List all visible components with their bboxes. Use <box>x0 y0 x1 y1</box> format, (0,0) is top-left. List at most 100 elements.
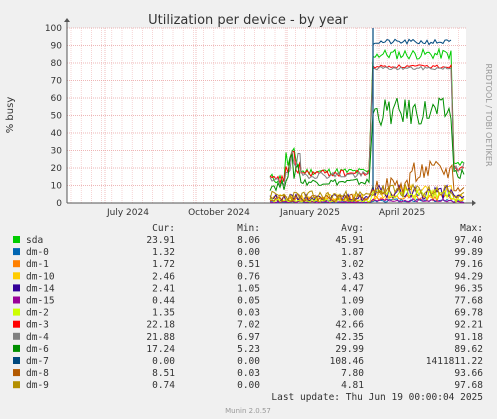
legend-swatch-dm-3 <box>13 320 20 328</box>
legend-value-avg: 108.46 <box>330 356 365 367</box>
legend-value-min: 0.00 <box>237 356 260 367</box>
y-tick-label: 60 <box>51 94 63 104</box>
legend-value-cur: 23.91 <box>146 235 175 246</box>
legend-value-max: 89.62 <box>454 344 483 355</box>
legend-series-name: dm-1 <box>26 259 49 270</box>
legend-value-max: 69.78 <box>454 308 483 319</box>
legend-swatch-dm-15 <box>13 296 20 304</box>
y-tick-label: 0 <box>56 199 62 209</box>
last-update: Last update: Thu Jun 19 00:00:04 2025 <box>271 392 483 403</box>
legend-value-avg: 29.99 <box>335 344 364 355</box>
legend-swatch-dm-14 <box>13 284 20 292</box>
legend-value-avg: 4.81 <box>341 380 364 391</box>
legend-value-max: 96.35 <box>454 283 483 294</box>
legend-series-name: dm-15 <box>26 296 55 307</box>
legend-value-avg: 3.43 <box>341 271 364 282</box>
legend-value-cur: 21.88 <box>146 332 175 343</box>
footer: Munin 2.0.57 <box>225 407 271 415</box>
y-tick-label: 20 <box>51 164 63 174</box>
legend-value-cur: 0.00 <box>152 356 175 367</box>
y-tick-label: 90 <box>51 42 63 52</box>
legend-series-name: dm-6 <box>26 344 49 355</box>
legend-value-avg: 1.09 <box>341 296 364 307</box>
legend-swatch-sda <box>13 236 20 243</box>
legend-value-min: 8.06 <box>237 235 260 246</box>
series-line-dm-7 <box>372 38 452 46</box>
legend-series-name: dm-4 <box>26 332 49 343</box>
legend-value-cur: 22.18 <box>146 320 175 331</box>
y-tick-label: 100 <box>45 24 62 34</box>
legend-swatch-dm-10 <box>13 272 20 280</box>
legend-value-max: 99.89 <box>454 247 483 258</box>
y-tick-label: 50 <box>51 112 63 122</box>
legend-value-min: 0.51 <box>237 259 260 270</box>
legend-value-min: 0.00 <box>237 247 260 258</box>
y-tick-label: 80 <box>51 59 63 69</box>
legend-value-avg: 42.66 <box>335 320 364 331</box>
legend-value-max: 77.68 <box>454 296 483 307</box>
legend-value-min: 0.00 <box>237 380 260 391</box>
x-tick-label: July 2024 <box>106 208 149 218</box>
y-tick-label: 10 <box>51 182 63 192</box>
legend-value-cur: 2.46 <box>152 271 175 282</box>
legend-series-name: dm-7 <box>26 356 49 367</box>
legend-value-avg: 3.00 <box>341 308 364 319</box>
legend-value-cur: 1.72 <box>152 259 175 270</box>
series-lines <box>269 28 465 204</box>
series-line-dm-8 <box>270 159 465 203</box>
legend-value-cur: 2.41 <box>152 283 175 294</box>
series-line-dm-9 <box>269 183 465 203</box>
legend-series-name: dm-3 <box>26 320 49 331</box>
legend-value-avg: 42.35 <box>335 332 364 343</box>
legend-value-cur: 1.32 <box>152 247 175 258</box>
legend-value-min: 6.97 <box>237 332 260 343</box>
legend-value-max: 79.16 <box>454 259 483 270</box>
legend-series-name: dm-0 <box>26 247 49 258</box>
legend-value-cur: 17.24 <box>146 344 175 355</box>
legend-value-min: 0.03 <box>237 368 260 379</box>
legend-header-min: Min: <box>237 223 260 234</box>
legend-value-cur: 0.74 <box>152 380 175 391</box>
legend-series-name: sda <box>26 235 43 246</box>
legend-series-name: dm-2 <box>26 308 49 319</box>
legend-swatch-dm-0 <box>13 248 20 256</box>
legend-value-min: 5.23 <box>237 344 260 355</box>
x-tick-label: January 2025 <box>279 208 340 218</box>
legend-header-max: Max: <box>460 223 483 234</box>
legend-value-avg: 3.02 <box>341 259 364 270</box>
side-label: RRDTOOL / TOBI OETIKER <box>484 63 493 166</box>
legend-header-cur: Cur: <box>152 223 175 234</box>
legend-swatch-dm-4 <box>13 332 20 340</box>
legend-value-min: 0.05 <box>237 296 260 307</box>
legend-swatch-dm-2 <box>13 308 20 316</box>
legend-value-min: 1.05 <box>237 283 260 294</box>
y-tick-label: 70 <box>51 77 63 87</box>
legend-swatch-dm-9 <box>13 381 20 389</box>
legend-series-name: dm-8 <box>26 368 49 379</box>
series-line-dm-4 <box>269 65 465 186</box>
series-line-dm-3 <box>269 63 465 186</box>
legend-swatch-dm-7 <box>13 357 20 364</box>
legend-value-max: 92.21 <box>454 320 483 331</box>
legend-value-max: 97.68 <box>454 380 483 391</box>
x-tick-label: April 2025 <box>379 208 425 218</box>
legend-header-avg: Avg: <box>341 223 364 234</box>
legend-value-avg: 7.80 <box>341 368 364 379</box>
series-line-dm-6 <box>269 97 465 192</box>
legend-value-max: 91.18 <box>454 332 483 343</box>
y-axis-label: % busy <box>5 97 16 134</box>
legend-series-name: dm-14 <box>26 283 55 294</box>
legend-value-cur: 8.51 <box>152 368 175 379</box>
legend-swatch-dm-1 <box>13 260 20 268</box>
legend-series-name: dm-9 <box>26 380 49 391</box>
y-axis-arrow <box>64 18 70 22</box>
legend-value-max: 1411811.22 <box>426 356 483 367</box>
chart-title: Utilization per device - by year <box>148 13 348 28</box>
legend-swatch-dm-6 <box>13 344 20 352</box>
legend-value-avg: 45.91 <box>335 235 364 246</box>
legend-value-max: 93.66 <box>454 368 483 379</box>
legend-value-min: 0.03 <box>237 308 260 319</box>
y-tick-label: 40 <box>51 129 63 139</box>
legend-value-avg: 4.47 <box>341 283 364 294</box>
